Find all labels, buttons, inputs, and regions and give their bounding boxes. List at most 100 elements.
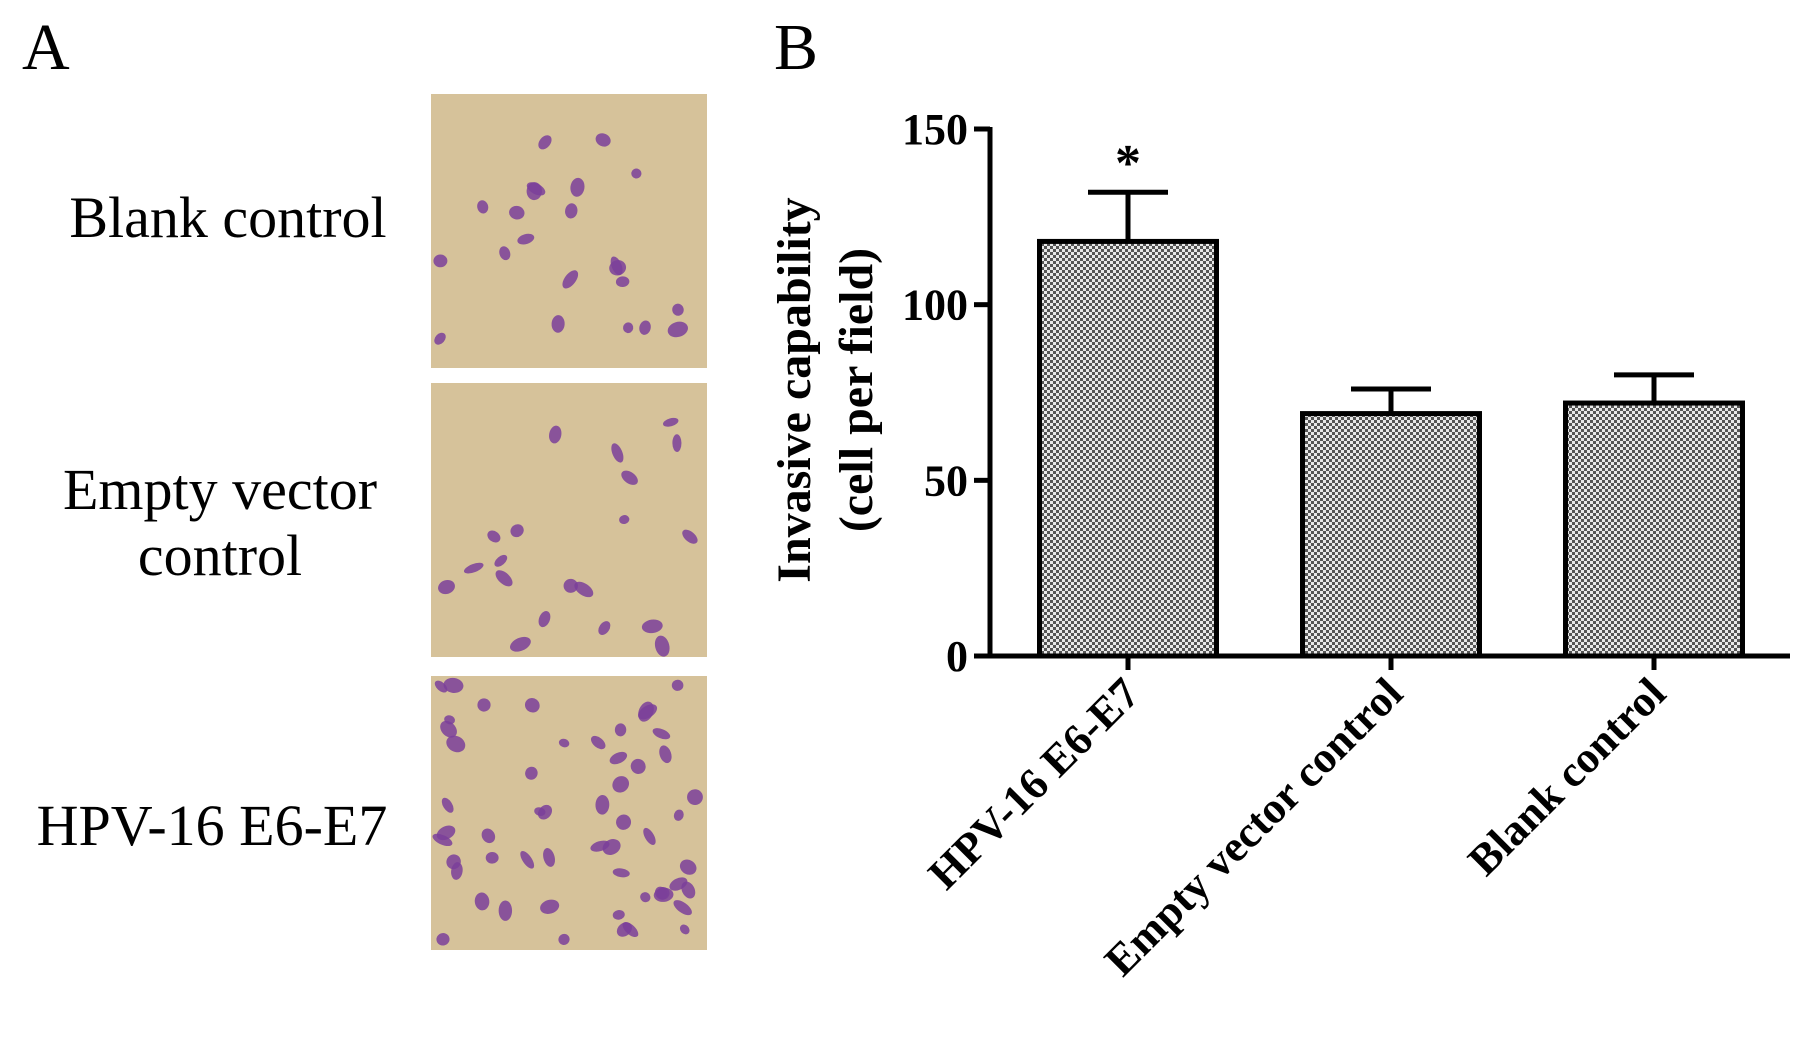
- cell: [540, 899, 560, 914]
- cell: [615, 276, 630, 288]
- cell: [621, 470, 638, 485]
- cell: [671, 679, 684, 691]
- cell: [616, 814, 632, 830]
- cell: [638, 704, 658, 720]
- x-tick-label: Empty vector control: [1095, 668, 1412, 985]
- cell: [652, 728, 671, 740]
- cell: [639, 320, 651, 335]
- cell: [438, 579, 455, 595]
- cell: [495, 570, 513, 587]
- micrograph-label: Empty vector control: [62, 457, 378, 588]
- y-tick-label: 150: [902, 105, 968, 154]
- cell: [485, 851, 499, 864]
- cell: [574, 581, 594, 598]
- y-tick-label: 0: [946, 632, 968, 681]
- cell: [598, 621, 611, 635]
- micrograph-label: Blank control: [69, 185, 387, 250]
- y-tick-label: 100: [902, 281, 968, 330]
- cell: [494, 554, 508, 567]
- cell: [609, 751, 628, 765]
- y-axis-label: Invasive capability: [768, 197, 821, 582]
- cell: [654, 635, 670, 657]
- cell: [538, 611, 551, 628]
- cell: [641, 619, 663, 634]
- cell: [630, 758, 646, 775]
- micrograph: [431, 676, 707, 950]
- cell: [474, 892, 490, 911]
- cell: [510, 636, 531, 652]
- cell: [433, 254, 448, 268]
- cell: [440, 720, 457, 738]
- cell: [612, 776, 630, 793]
- cell: [436, 825, 456, 841]
- micrograph: [431, 383, 707, 657]
- cell: [551, 315, 565, 333]
- cell: [451, 862, 463, 880]
- cell: [640, 892, 651, 903]
- error-bar: [1351, 386, 1431, 414]
- annotation: *: [1115, 135, 1141, 192]
- cell: [590, 840, 610, 852]
- cell: [595, 794, 610, 815]
- micrographs: [431, 94, 707, 950]
- y-axis-label: (cell per field): [830, 248, 883, 532]
- panel-label: A: [22, 11, 70, 84]
- cell: [487, 530, 501, 543]
- cell: [526, 182, 542, 201]
- bar: [1037, 238, 1219, 659]
- cell: [477, 200, 489, 214]
- cell: [446, 735, 466, 753]
- micrograph-label: HPV-16 E6-E7: [36, 793, 388, 858]
- cell: [463, 562, 484, 574]
- cell: [595, 133, 611, 147]
- cell: [436, 933, 450, 946]
- cell: [509, 205, 525, 220]
- error-bar: [1088, 189, 1168, 242]
- cell: [498, 900, 513, 921]
- cell: [443, 677, 464, 693]
- cell: [619, 515, 630, 525]
- cell: [562, 270, 579, 289]
- cell: [682, 529, 698, 544]
- cell: [687, 789, 703, 805]
- cell: [549, 425, 562, 444]
- cell: [679, 859, 697, 875]
- cell: [663, 417, 679, 427]
- cell: [631, 168, 642, 179]
- cell: [623, 322, 634, 334]
- cell: [614, 723, 627, 737]
- cell: [481, 828, 496, 844]
- cell: [565, 203, 578, 219]
- y-tick-label: 50: [924, 456, 968, 505]
- cell: [681, 881, 696, 899]
- cell: [524, 698, 540, 713]
- error-bar: [1614, 372, 1694, 404]
- cell: [672, 303, 684, 316]
- cell: [659, 745, 672, 764]
- cell: [612, 868, 630, 878]
- cell: [543, 848, 555, 867]
- x-tick-label: HPV-16 E6-E7: [919, 668, 1149, 898]
- cell: [538, 135, 552, 150]
- cell: [525, 766, 538, 780]
- cell: [673, 809, 684, 821]
- bar: [1563, 400, 1745, 659]
- bar: [1300, 411, 1482, 659]
- cell: [616, 922, 632, 937]
- micrograph: [431, 94, 707, 368]
- cell: [510, 524, 524, 538]
- cell: [570, 177, 585, 197]
- cell: [434, 332, 446, 345]
- cell: [672, 434, 682, 452]
- cell: [534, 807, 546, 816]
- cell: [558, 738, 570, 748]
- x-tick-label: Blank control: [1459, 668, 1675, 884]
- cell: [517, 233, 535, 245]
- cell: [590, 735, 606, 750]
- cell: [679, 924, 690, 935]
- cell: [609, 260, 627, 276]
- cell: [520, 850, 535, 869]
- cell: [477, 698, 491, 712]
